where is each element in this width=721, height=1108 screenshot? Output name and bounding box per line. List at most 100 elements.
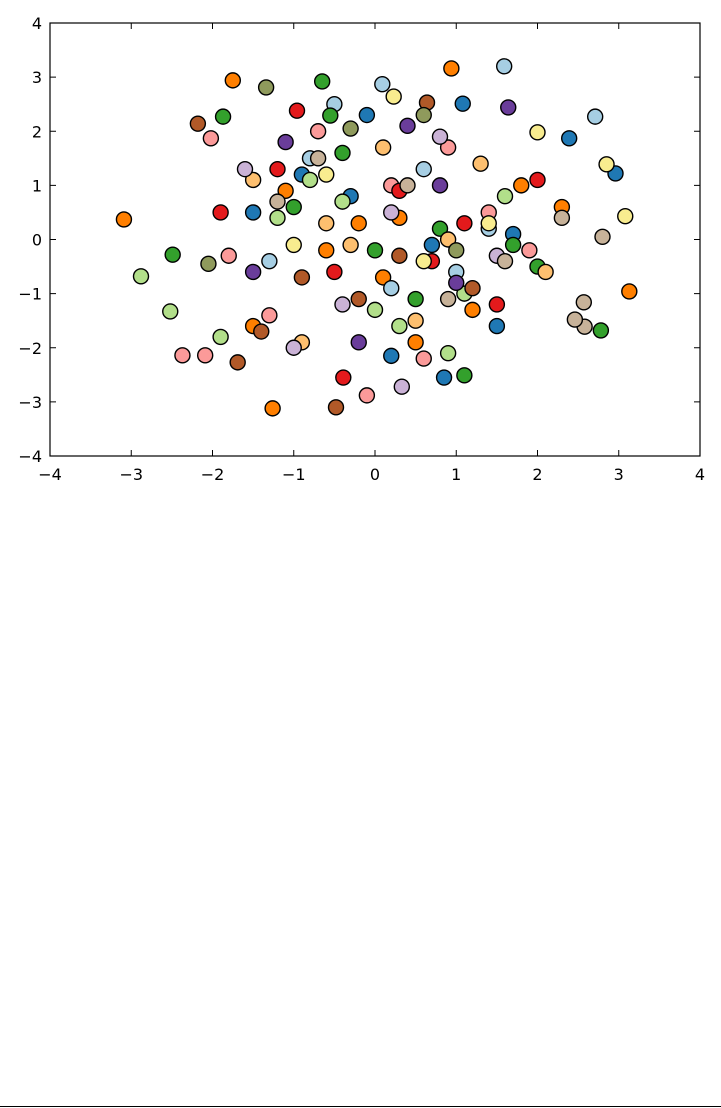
scatter-point: [594, 228, 611, 245]
scatter-point: [407, 334, 424, 351]
y-tick-label: 3: [32, 68, 42, 87]
scatter-point: [358, 106, 376, 124]
scatter-point: [264, 400, 281, 417]
scatter-point: [621, 283, 638, 300]
scatter-point: [313, 73, 331, 90]
scatter-point: [472, 155, 489, 172]
axes-layer: −4 −3 −2 −1 0 1 2 3 4 −4 −3 −2 −1 0 1 2 3 4: [18, 14, 705, 484]
scatter-point: [285, 236, 302, 254]
scatter-point: [431, 220, 449, 237]
scatter-point: [334, 296, 351, 313]
scatter-point: [431, 128, 449, 145]
scatter-point: [164, 246, 181, 263]
y-tick-label: −4: [18, 447, 42, 466]
scatter-point: [374, 139, 392, 156]
scatter-point: [202, 130, 220, 147]
scatter-point: [464, 301, 481, 319]
scatter-point: [435, 369, 453, 386]
scatter-point: [592, 322, 610, 339]
scatter-point: [496, 187, 514, 205]
scatter-point: [407, 312, 424, 329]
scatter-point: [391, 317, 408, 335]
scatter-point: [229, 354, 246, 371]
scatter-point: [393, 378, 411, 395]
scatter-point: [383, 280, 400, 297]
x-tick-label: 3: [614, 465, 624, 484]
scatter-point: [318, 215, 335, 232]
scatter-point: [350, 215, 367, 232]
scatter-point: [439, 139, 457, 156]
scatter-point: [513, 177, 530, 194]
scatter-point: [277, 182, 294, 199]
scatter-point: [285, 339, 302, 356]
scatter-point: [448, 242, 465, 259]
scatter-point: [415, 106, 432, 124]
scatter-point: [456, 367, 473, 384]
x-tick-label: 0: [370, 465, 380, 484]
scatter-point: [495, 58, 513, 75]
scatter-point: [189, 115, 207, 132]
scatter-point: [334, 193, 351, 210]
y-tick-label: −1: [18, 285, 42, 304]
scatter-point: [617, 208, 634, 225]
scatter-point: [598, 156, 615, 173]
scatter-point: [162, 303, 179, 320]
scatter-point: [244, 204, 262, 221]
scatter-point: [257, 79, 275, 96]
scatter-point: [285, 198, 302, 216]
scatter-point: [261, 307, 278, 324]
scatter-point: [269, 160, 286, 178]
scatter-point: [366, 301, 384, 319]
scatter-point: [504, 236, 522, 254]
scatter-point: [575, 294, 593, 311]
scatter-point: [383, 204, 400, 221]
scatter-point: [200, 255, 217, 273]
scatter-point: [132, 268, 150, 285]
x-tick-label: −4: [38, 465, 62, 484]
scatter-point: [214, 108, 232, 125]
scatter-point: [366, 242, 384, 259]
x-tick-label: 4: [695, 465, 705, 484]
scatter-point: [269, 193, 286, 210]
scatter-point: [236, 160, 254, 178]
x-tick-label: 1: [451, 465, 461, 484]
scatter-point: [212, 204, 229, 221]
scatter-point: [224, 72, 242, 89]
scatter-point: [454, 95, 471, 112]
y-tick-label: 0: [32, 231, 42, 250]
x-tick-label: −2: [201, 465, 225, 484]
scatter-point: [318, 166, 335, 183]
scatter-point: [407, 290, 424, 308]
y-tick-label: 2: [32, 122, 42, 141]
y-tick-label: 4: [32, 14, 42, 33]
scatter-point: [448, 274, 465, 291]
scatter-point: [277, 133, 294, 151]
scatter-point: [309, 150, 327, 167]
y-tick-label: −3: [18, 393, 42, 412]
scatter-point: [220, 247, 237, 264]
points-layer: [115, 58, 638, 417]
scatter-point: [399, 177, 416, 194]
scatter-point: [269, 209, 286, 227]
scatter-point: [560, 130, 578, 147]
scatter-point: [342, 120, 359, 137]
scatter-point: [586, 108, 604, 125]
scatter-point: [496, 252, 514, 270]
scatter-point: [293, 269, 311, 286]
scatter-point: [196, 347, 214, 364]
scatter-point: [391, 247, 408, 264]
scatter-point: [529, 124, 546, 141]
scatter-point: [439, 344, 457, 362]
scatter-point: [334, 144, 351, 162]
scatter-point: [399, 117, 416, 135]
y-tick-label: 1: [32, 176, 42, 195]
scatter-point: [488, 296, 506, 313]
scatter-point: [358, 387, 376, 404]
scatter-point: [566, 311, 584, 328]
scatter-point: [423, 236, 441, 254]
scatter-point: [301, 171, 319, 189]
scatter-point: [500, 99, 517, 116]
scatter-point: [374, 75, 391, 93]
scatter-point: [342, 236, 359, 254]
scatter-point: [374, 269, 392, 286]
